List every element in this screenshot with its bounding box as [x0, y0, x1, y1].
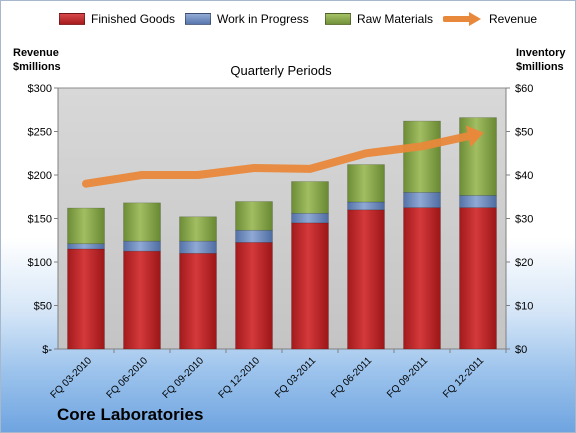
left-tick-label: $50 [34, 301, 52, 313]
bar-finished-goods [403, 207, 441, 350]
x-tick-label: FQ 12-2010 [217, 355, 263, 401]
bar-finished-goods [235, 242, 273, 350]
bar-raw-materials [459, 117, 497, 196]
revenue-line [82, 132, 473, 188]
bar-finished-goods [347, 209, 385, 350]
bar-raw-materials [403, 120, 441, 193]
bar-finished-goods [459, 207, 497, 350]
x-tick-label: FQ 06-2011 [329, 355, 374, 400]
legend-swatch-raw-materials [325, 13, 351, 25]
right-tick-label: $50 [515, 127, 533, 139]
bar-work-in-progress [67, 243, 105, 250]
right-tick-label: $40 [515, 170, 533, 182]
right-axis-title: Inventory $millions [516, 46, 566, 74]
legend-swatch-work-in-progress [185, 13, 211, 25]
x-tick-label: FQ 06-2010 [105, 355, 151, 401]
legend-label-revenue: Revenue [489, 12, 538, 26]
right-tick-label: $10 [515, 301, 533, 313]
right-axis-title-line2: $millions [516, 61, 564, 73]
bar-work-in-progress [347, 201, 385, 211]
right-tick-label: $20 [515, 257, 533, 269]
legend-item-raw-materials: Raw Materials [325, 12, 433, 26]
bar-raw-materials [235, 201, 273, 231]
x-tick-label: FQ 09-2011 [385, 355, 430, 400]
x-tick-label: FQ 09-2010 [161, 355, 207, 401]
left-tick-label: $100 [28, 257, 52, 269]
legend: Finished Goods Work in Progress Raw Mate… [1, 12, 575, 36]
bar-finished-goods [291, 222, 329, 350]
bar-raw-materials [123, 202, 161, 242]
bar-work-in-progress [179, 240, 217, 254]
chart-title: Quarterly Periods [230, 63, 332, 78]
bar-finished-goods [67, 248, 105, 350]
left-tick-label: $300 [28, 83, 52, 95]
left-tick-label: $150 [28, 214, 52, 226]
left-axis-title-line1: Revenue [13, 47, 59, 59]
legend-label-finished-goods: Finished Goods [91, 12, 176, 26]
bar-raw-materials [179, 216, 217, 242]
bar-raw-materials [347, 164, 385, 203]
bar-raw-materials [291, 181, 329, 214]
legend-item-finished-goods: Finished Goods [59, 12, 175, 26]
left-axis-title: Revenue $millions [13, 46, 61, 74]
x-tick-label: FQ 03-2011 [273, 355, 318, 400]
legend-item-revenue: Revenue [443, 12, 537, 26]
x-tick-label: FQ 12-2011 [441, 355, 486, 400]
legend-item-work-in-progress: Work in Progress [185, 12, 309, 26]
legend-swatch-finished-goods [59, 13, 85, 25]
left-axis-title-line2: $millions [13, 61, 61, 73]
bar-work-in-progress [459, 195, 497, 208]
right-tick-label: $30 [515, 214, 533, 226]
legend-label-work-in-progress: Work in Progress [217, 12, 309, 26]
bar-finished-goods [179, 253, 217, 350]
legend-arrow-icon [443, 12, 481, 26]
x-tick-label: FQ 03-2010 [49, 355, 95, 401]
bar-work-in-progress [235, 229, 273, 243]
right-tick-label: $0 [515, 344, 527, 356]
left-tick-label: $250 [28, 127, 52, 139]
left-tick-label: $200 [28, 170, 52, 182]
bar-work-in-progress [291, 212, 329, 224]
left-tick-label: $- [42, 344, 52, 356]
legend-label-raw-materials: Raw Materials [357, 12, 434, 26]
revenue-arrowhead [465, 125, 484, 147]
bar-finished-goods [123, 250, 161, 350]
bar-work-in-progress [123, 240, 161, 252]
bar-raw-materials [67, 207, 105, 245]
right-axis-title-line1: Inventory [516, 47, 566, 59]
company-name: Core Laboratories [57, 405, 204, 424]
right-tick-label: $60 [515, 83, 533, 95]
bar-work-in-progress [403, 192, 441, 208]
